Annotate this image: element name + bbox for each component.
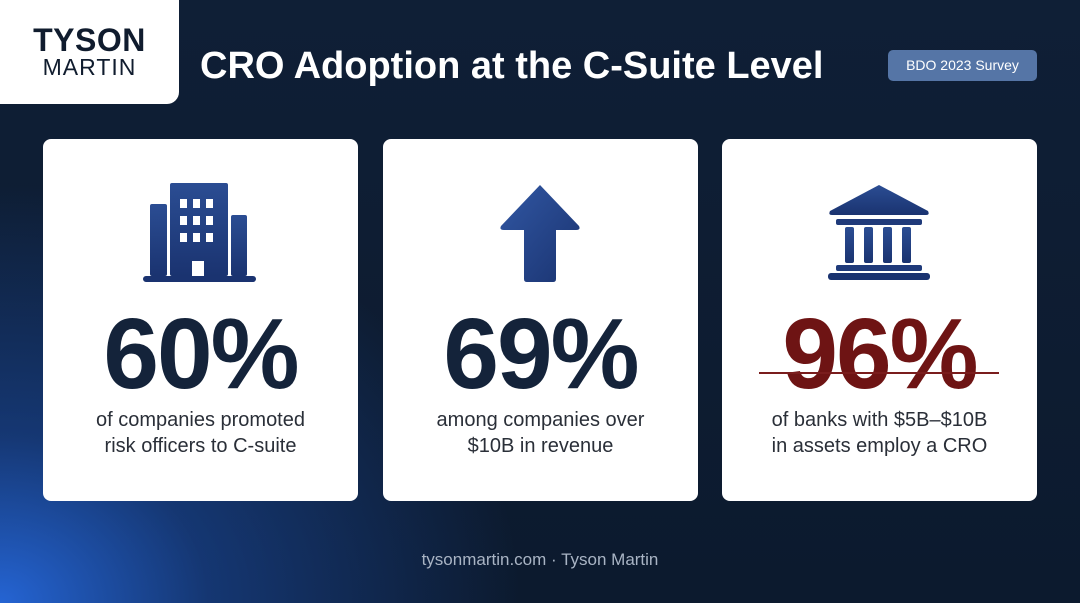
stat-value-69: 69%	[443, 298, 639, 410]
stat-value-96: 96%	[782, 298, 978, 410]
footer-credit: tysonmartin.com · Tyson Martin	[421, 550, 659, 569]
stat-caption: among companies over $10B in revenue	[393, 407, 688, 459]
caption-line: $10B in revenue	[467, 435, 614, 457]
stat-card-large-companies: 69% among companies over $10B in revenue	[383, 139, 698, 501]
caption-line: risk officers to C-suite	[104, 435, 297, 457]
logo-line-1: TYSON	[33, 22, 146, 58]
accent-underline	[759, 372, 999, 374]
caption-line: in assets employ a CRO	[771, 435, 988, 457]
page-title: CRO Adoption at the C-Suite Level	[200, 45, 824, 87]
caption-line: of companies promoted	[95, 409, 305, 431]
brand-logo: TYSON MARTIN	[0, 0, 179, 104]
stat-caption: of banks with $5B–$10B in assets employ …	[732, 407, 1027, 459]
stat-caption: of companies promoted risk officers to C…	[53, 407, 348, 459]
bank-icon	[828, 185, 930, 280]
stat-card-banks: 96% of banks with $5B–$10B in assets emp…	[722, 139, 1037, 501]
source-badge: BDO 2023 Survey	[888, 50, 1037, 81]
arrow-up-icon	[500, 185, 580, 282]
caption-line: among companies over	[436, 409, 645, 431]
stat-value-60: 60%	[103, 298, 299, 410]
stat-card-companies-promoted: 60% of companies promoted risk officers …	[43, 139, 358, 501]
caption-line: of banks with $5B–$10B	[771, 409, 988, 431]
office-building-icon	[143, 183, 256, 282]
logo-line-2: MARTIN	[42, 54, 137, 80]
